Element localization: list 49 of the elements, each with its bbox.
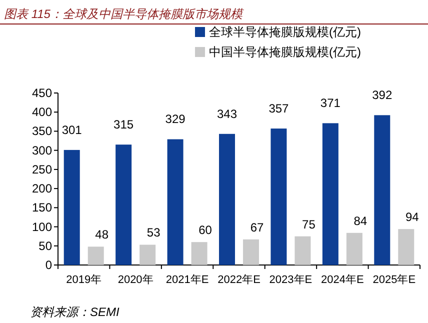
bar: [243, 239, 259, 265]
y-tick-label: 50: [38, 238, 52, 253]
x-tick-label: 2024年E: [321, 274, 364, 286]
data-label: 357: [268, 102, 290, 116]
x-tick-label: 2019年: [66, 274, 102, 286]
data-label: 53: [146, 226, 161, 240]
data-label: 48: [95, 228, 109, 242]
bar: [270, 128, 287, 265]
y-tick-label: 150: [32, 200, 52, 215]
x-tick-label: 2025年E: [372, 274, 416, 286]
y-tick-label: 350: [32, 124, 52, 138]
y-tick-label: 200: [32, 182, 52, 196]
y-tick-label: 300: [32, 143, 52, 158]
bar: [322, 123, 338, 265]
bar: [167, 139, 184, 265]
x-tick-label: 2022年E: [218, 274, 260, 286]
y-tick-label: 250: [32, 162, 52, 176]
data-label: 301: [62, 122, 82, 137]
data-label: 392: [372, 88, 392, 102]
bar: [64, 150, 80, 265]
bar: [374, 115, 390, 265]
data-label: 329: [165, 112, 186, 126]
data-label: 75: [302, 217, 316, 232]
bar: [398, 229, 414, 265]
y-tick-label: 400: [32, 105, 52, 120]
data-label: 343: [216, 106, 238, 121]
y-tick-label: 100: [32, 220, 52, 234]
data-label: 371: [320, 96, 341, 110]
bar: [191, 242, 208, 265]
data-label: 67: [250, 220, 264, 234]
data-label: 84: [354, 214, 368, 228]
bar: [88, 246, 104, 265]
bar: [294, 236, 311, 265]
bar: [346, 232, 362, 265]
chart-title: 图表 115：全球及中国半导体掩膜版市场规模: [4, 7, 244, 21]
bar: [219, 134, 235, 265]
data-label: 94: [405, 210, 420, 224]
bar: [140, 244, 156, 265]
bar: [116, 144, 132, 265]
data-label: 60: [198, 223, 212, 238]
x-tick-label: 2020年: [118, 274, 154, 286]
legend-label: 中国半导体掩膜版规模(亿元): [209, 45, 361, 59]
text: 资料来源：SEMI: [30, 305, 120, 319]
x-tick-label: 2023年E: [269, 274, 312, 286]
y-tick-label: 0: [45, 258, 52, 272]
legend-label: 全球半导体掩膜版规模(亿元): [209, 25, 361, 39]
x-tick-label: 2021年E: [166, 274, 209, 286]
y-tick-label: 450: [32, 86, 52, 100]
data-label: 315: [114, 118, 134, 132]
